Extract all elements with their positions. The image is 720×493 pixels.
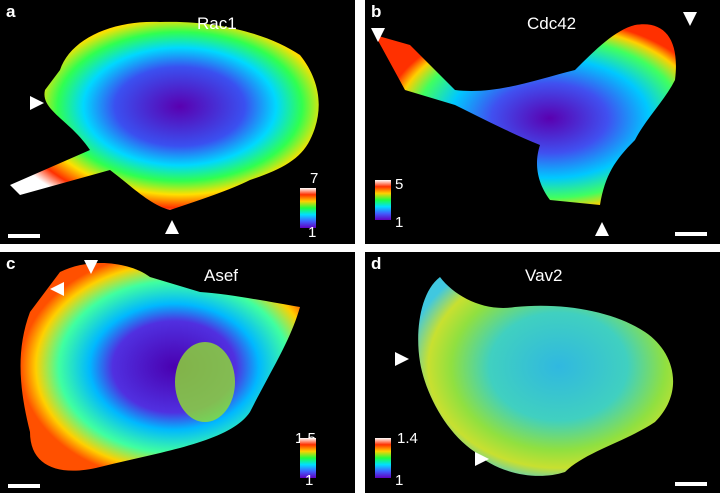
colorbar-max-label: 5: [395, 176, 404, 193]
colorbar-min-label: 1: [395, 214, 404, 231]
panel-a-rac1: a Rac1 7 1: [0, 0, 355, 244]
colorbar: [300, 188, 316, 228]
panel-letter: c: [6, 254, 16, 273]
colorbar: [375, 180, 391, 220]
colorbar-max-label: 1.4: [397, 430, 418, 447]
vav2-cell-image: [418, 277, 674, 476]
panel-title: Asef: [204, 266, 239, 285]
arrowhead-icon: [683, 12, 697, 26]
colorbar: [300, 438, 316, 478]
scale-bar: [675, 482, 707, 486]
panel-title: Vav2: [525, 266, 563, 285]
panel-d-vav2: d Vav2 1.4 1: [365, 252, 720, 493]
scale-bar: [675, 232, 707, 236]
scale-bar: [8, 234, 40, 238]
panel-title: Rac1: [197, 14, 237, 33]
rac1-cell-image: [10, 21, 319, 210]
colorbar-min-label: 1: [305, 472, 314, 489]
asef-cell-image: [20, 262, 300, 471]
panel-letter: a: [6, 2, 16, 21]
colorbar: [375, 438, 391, 478]
panel-letter: b: [371, 2, 382, 21]
colorbar-min-label: 1: [395, 472, 404, 489]
arrowhead-icon: [395, 352, 409, 366]
arrowhead-icon: [165, 220, 179, 234]
scale-bar: [8, 484, 40, 488]
arrowhead-icon: [84, 260, 98, 274]
arrowhead-icon: [30, 96, 44, 110]
panel-b-cdc42: b Cdc42 5 1: [365, 0, 720, 244]
colorbar-max-label: 7: [310, 170, 319, 187]
colorbar-min-label: 1: [308, 224, 317, 241]
cdc42-cell-image: [375, 24, 676, 206]
panel-title: Cdc42: [527, 14, 577, 33]
panel-c-asef: c Asef 1.5 1: [0, 252, 355, 493]
panel-letter: d: [371, 254, 382, 273]
arrowhead-icon: [595, 222, 609, 236]
arrowhead-icon: [475, 452, 489, 466]
arrowhead-icon: [371, 28, 385, 42]
arrowhead-icon: [50, 282, 64, 296]
